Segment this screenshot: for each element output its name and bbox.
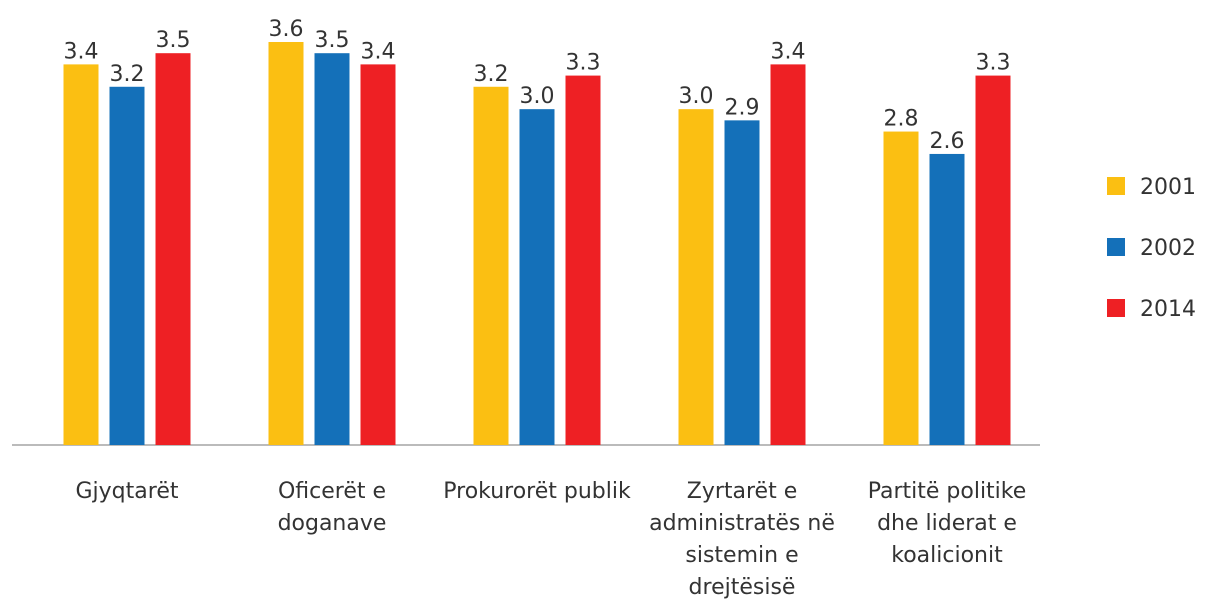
x-tick-label: Gjyqtarët <box>75 479 179 504</box>
value-label: 3.0 <box>679 84 714 109</box>
bar <box>63 64 99 445</box>
value-label: 3.5 <box>156 28 191 53</box>
bar <box>883 131 919 446</box>
x-tick-label: Zyrtarët e administratës në sistemin e d… <box>649 479 835 600</box>
legend-label: 2001 <box>1140 175 1196 200</box>
bar <box>314 53 350 445</box>
bar <box>360 64 396 445</box>
legend-swatch <box>1107 177 1125 195</box>
value-label: 3.4 <box>64 39 99 64</box>
bar <box>565 75 601 445</box>
value-label: 3.5 <box>315 28 350 53</box>
value-label: 2.6 <box>930 129 965 154</box>
x-tick-label: Prokurorët publik <box>443 479 631 504</box>
value-label: 3.0 <box>520 84 555 109</box>
bar <box>155 53 191 445</box>
value-label: 3.2 <box>474 62 509 87</box>
value-label: 3.3 <box>976 51 1011 76</box>
legend-label: 2014 <box>1140 297 1196 322</box>
bar <box>678 109 714 446</box>
value-label: 2.8 <box>884 107 919 132</box>
bar <box>519 109 555 446</box>
value-label: 3.3 <box>566 51 601 76</box>
bar <box>770 64 806 445</box>
legend-label: 2002 <box>1140 236 1196 261</box>
value-label: 3.4 <box>771 39 806 64</box>
legend-swatch <box>1107 238 1125 256</box>
x-tick-label: Partitë politike dhe liderat e koalicion… <box>867 479 1027 568</box>
value-label: 2.9 <box>725 95 760 120</box>
value-label: 3.2 <box>110 62 145 87</box>
bar <box>268 42 304 445</box>
legend-swatch <box>1107 299 1125 317</box>
bar <box>473 86 509 446</box>
value-label: 3.4 <box>361 39 396 64</box>
bar <box>929 153 965 445</box>
x-tick-label: Oficerët e doganave <box>277 479 387 536</box>
bar <box>975 75 1011 445</box>
bar <box>109 86 145 446</box>
value-label: 3.6 <box>269 17 304 42</box>
bar <box>724 120 760 445</box>
